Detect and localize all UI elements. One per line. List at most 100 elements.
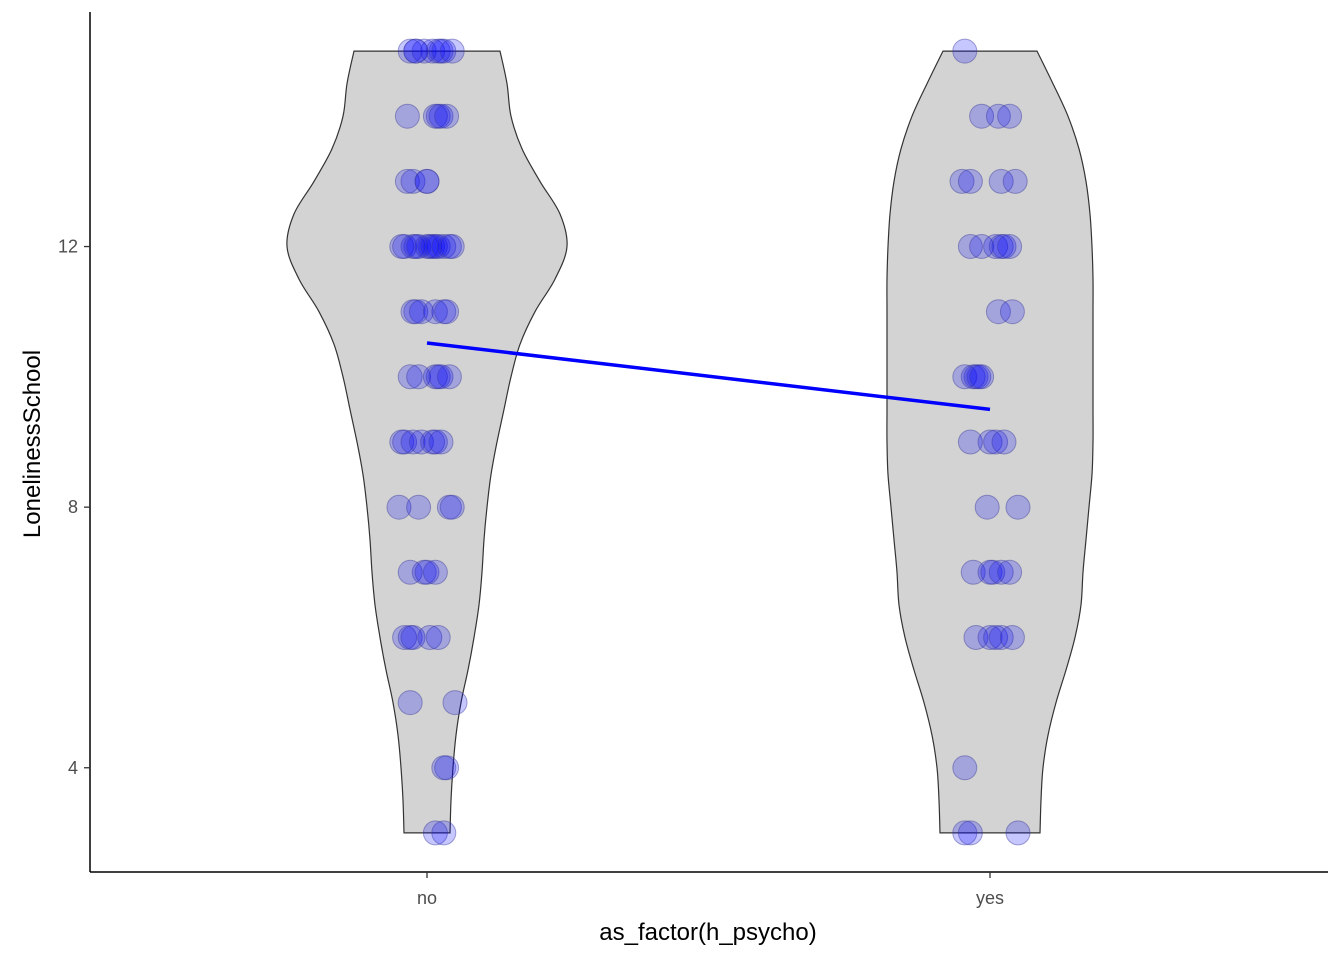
point-no-7: [439, 38, 465, 64]
point-no-37: [397, 364, 423, 390]
point-no-55: [411, 559, 437, 585]
y-tick-label-4: 4: [68, 758, 78, 778]
point-yes-32: [963, 625, 989, 650]
point-no-33: [408, 299, 434, 325]
point-no-61: [417, 625, 443, 650]
point-yes-26: [1005, 494, 1031, 520]
point-yes-9: [969, 234, 995, 259]
point-no-10: [422, 103, 448, 129]
point-no-17: [414, 168, 440, 194]
point-no-20: [400, 234, 426, 259]
point-yes-24: [991, 429, 1017, 455]
point-no-2: [411, 38, 437, 64]
point-yes-38: [952, 820, 978, 846]
point-yes-33: [977, 625, 1003, 650]
point-yes-6: [988, 168, 1014, 194]
violin-no: [286, 50, 568, 834]
point-no-52: [436, 494, 462, 520]
point-no-51: [406, 494, 432, 520]
point-yes-14: [985, 299, 1011, 325]
point-no-59: [397, 625, 423, 650]
x-axis-title: as_factor(h_psycho): [599, 919, 816, 946]
point-no-15: [400, 168, 426, 194]
point-yes-27: [960, 559, 986, 585]
point-yes-36: [999, 625, 1025, 650]
point-yes-16: [952, 364, 978, 390]
point-yes-12: [991, 234, 1017, 259]
point-no-43: [389, 429, 415, 455]
point-yes-18: [963, 364, 989, 390]
point-no-34: [422, 299, 448, 325]
point-no-3: [420, 38, 446, 64]
y-tick-label-8: 8: [68, 497, 78, 517]
x-tick-label-no: no: [417, 888, 437, 908]
point-no-54: [397, 559, 423, 585]
point-no-32: [403, 299, 429, 325]
point-yes-30: [988, 559, 1014, 585]
point-yes-17: [960, 364, 986, 390]
point-no-41: [428, 364, 454, 390]
point-yes-19: [966, 364, 992, 390]
point-yes-8: [957, 234, 983, 259]
point-no-14: [394, 168, 420, 194]
point-yes-20: [969, 364, 995, 390]
point-no-56: [414, 559, 440, 585]
point-no-25: [420, 234, 446, 259]
point-no-53: [439, 494, 465, 520]
point-yes-39: [957, 820, 983, 846]
y-tick-label-12: 12: [58, 237, 78, 257]
point-no-58: [392, 625, 418, 650]
point-yes-13: [997, 234, 1023, 259]
point-yes-5: [957, 168, 983, 194]
point-no-6: [431, 38, 457, 64]
x-tick-label-yes: yes: [976, 888, 1004, 908]
point-no-19: [392, 234, 418, 259]
point-no-9: [394, 103, 420, 129]
point-no-27: [425, 234, 451, 259]
point-no-47: [420, 429, 446, 455]
point-yes-35: [988, 625, 1014, 650]
point-no-18: [389, 234, 415, 259]
point-yes-22: [977, 429, 1003, 455]
point-yes-3: [997, 103, 1023, 129]
point-no-36: [434, 299, 460, 325]
point-no-31: [400, 299, 426, 325]
point-yes-15: [999, 299, 1025, 325]
point-no-44: [392, 429, 418, 455]
point-no-42: [436, 364, 462, 390]
point-yes-37: [952, 755, 978, 781]
point-no-0: [397, 38, 423, 64]
point-no-23: [414, 234, 440, 259]
point-no-5: [428, 38, 454, 64]
point-no-8: [403, 38, 429, 64]
points-layer: [386, 38, 1031, 846]
point-yes-28: [977, 559, 1003, 585]
point-no-60: [400, 625, 426, 650]
point-no-67: [422, 820, 448, 846]
point-no-21: [403, 234, 429, 259]
point-no-29: [436, 234, 462, 259]
axes-layer: 4 8 12 no yes: [58, 12, 1328, 908]
point-yes-29: [980, 559, 1006, 585]
point-yes-21: [957, 429, 983, 455]
violin-yes: [886, 50, 1094, 834]
point-no-11: [425, 103, 451, 129]
point-yes-23: [983, 429, 1009, 455]
point-yes-7: [1002, 168, 1028, 194]
point-yes-2: [985, 103, 1011, 129]
point-no-12: [428, 103, 454, 129]
point-yes-0: [952, 38, 978, 64]
point-no-65: [431, 755, 457, 781]
point-yes-10: [983, 234, 1009, 259]
point-no-49: [428, 429, 454, 455]
point-no-63: [397, 690, 423, 716]
point-no-57: [422, 559, 448, 585]
point-yes-40: [1005, 820, 1031, 846]
point-no-66: [434, 755, 460, 781]
point-no-16: [414, 168, 440, 194]
violins-layer: [286, 50, 1094, 834]
trend-line: [426, 341, 991, 412]
point-no-68: [431, 820, 457, 846]
